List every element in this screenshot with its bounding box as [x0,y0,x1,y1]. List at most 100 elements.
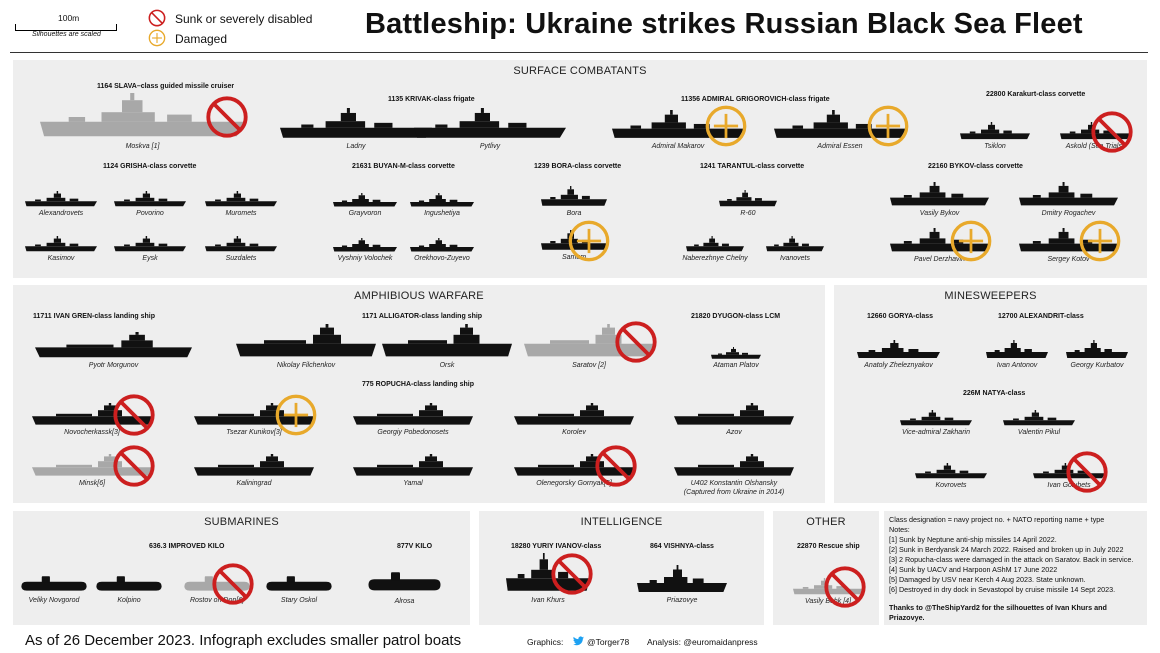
ship-oskol [265,573,333,595]
class-label: 864 VISHNYA-class [650,543,714,550]
ship-name: Dmitry Rogachev [1041,210,1096,217]
sunk-icon [550,552,594,596]
ship-name: Ivan Antonov [996,362,1038,369]
class-label: 22870 Rescue ship [797,543,860,550]
class-label: 1239 BORA-class corvette [534,163,622,170]
ship-silhouette [236,324,376,360]
ship-silhouette [766,236,824,253]
ship-zakharin [900,410,972,427]
sunk-icon [205,95,249,139]
ship-name: Novocherkassk[3] [64,429,120,436]
panel-title: MINESWEEPERS [944,290,1037,302]
ship-name: Eysk [142,255,158,262]
footer-asof: As of 26 December 2023. Infograph exclud… [25,632,462,649]
panel-title: AMPHIBIOUS WARFARE [354,290,484,302]
ship-name: Korolev [562,429,586,436]
ship-yamal [353,454,473,478]
note-3: [3] 2 Ropucha-class were damaged in the … [889,555,1134,564]
ship-kovrovets [915,463,987,480]
footer-analysis: Analysis: @euromaidanpress [647,637,758,647]
ship-ingushetiya [410,193,474,208]
ship-pikul [1003,410,1075,427]
page-title: Battleship: Ukraine strikes Russian Blac… [365,8,1083,40]
ship-silhouette [333,193,397,208]
class-label: 12660 GORYA-class [867,313,934,320]
note-2: [2] Sunk in Berdyansk 24 March 2022. Rai… [889,545,1124,554]
ship-name: Anatoly Zheleznyakov [864,362,933,369]
sunk-icon [211,562,255,606]
ship-name: Naberezhnye Chelny [682,255,748,262]
ship-silhouette [986,340,1048,360]
damaged-icon [704,104,748,148]
class-label: 11711 IVAN GREN-class landing ship [33,313,156,320]
ship-olshansky [674,454,794,478]
ship-bykov [890,182,989,208]
ship-silhouette [410,193,474,208]
ship-rogachev [1019,182,1118,208]
ship-name: Alexandrovets [38,210,84,217]
damaged-icon [949,219,993,263]
ship-kolpino [95,573,163,595]
ship-vyshniy [333,238,397,253]
damaged-icon [1078,219,1122,263]
ship-silhouette [414,108,566,141]
class-label: 1164 SLAVA–class guided missile cruiser [97,83,235,90]
ship-name: Priazovye [666,597,698,604]
ship-azov [674,403,794,427]
ship-grayvoron [333,193,397,208]
ship-name: Grayvoron [348,210,382,217]
sunk-icon [1090,110,1134,154]
sunk-icon [148,9,166,27]
ship-naberezhnye [686,236,744,253]
footer-graphics-handle: @Torger78 [587,637,630,647]
class-label: 877V KILO [397,543,433,550]
ship-orekhovo [410,238,474,253]
sunk-icon [614,320,658,364]
ship-silhouette [95,573,163,595]
footer-graphics-label: Graphics: [527,637,564,647]
ship-name: Ivan Golubets [1047,482,1091,489]
ship-name: Georgy Kurbatov [1070,362,1124,369]
ship-kaliningrad [194,454,314,478]
class-label: 636.3 IMPROVED KILO [149,543,225,550]
ship-tsiklon [960,122,1030,141]
ship-bora [541,186,607,208]
notes-header: Class designation = navy project no. + N… [889,515,1105,524]
sunk-icon [823,565,867,609]
sunk-icon [1065,450,1109,494]
ship-name: Admiral Essen [817,143,863,150]
ship-silhouette [114,191,186,208]
ship-name: Kaliningrad [236,480,272,487]
ship-suzdalets [205,236,277,253]
ship-silhouette [674,454,794,478]
ship-silhouette [890,182,989,208]
ship-name: Stary Oskol [280,597,318,604]
scale-note: Silhouettes are scaled [32,31,101,38]
class-label: 22160 BYKOV-class corvette [928,163,1023,170]
ship-name: Pavel Derzhavin [914,256,965,263]
ship-silhouette [205,191,277,208]
class-label: 21820 DYUGON-class LCM [691,313,781,320]
ship-name: Pytlivy [479,143,501,150]
ship-name: Yamal [403,480,423,487]
ship-silhouette [711,347,761,360]
panel-minesweepers: MINESWEEPERS [834,285,1147,503]
ship-zheleznyakov [857,340,940,360]
class-label: 1241 TARANTUL-class corvette [700,163,805,170]
ship-platov [711,347,761,360]
ship-silhouette [353,454,473,478]
ship-silhouette [20,573,88,595]
ship-ladny [280,108,432,141]
notes-label: Notes: [889,525,910,534]
ship-silhouette [410,238,474,253]
ship-name: Olenegorsky Gornyak[5] [536,480,612,487]
panel-notes [884,511,1147,625]
ship-silhouette [367,568,442,596]
ship-alrosa [367,568,442,596]
sunk-icon [112,444,156,488]
damaged-icon [866,104,910,148]
ship-name: Samum [561,254,587,261]
ship-silhouette [194,454,314,478]
ship-filchenkov [236,324,376,360]
ship-name: Tsezar Kunikov[3] [226,429,282,436]
